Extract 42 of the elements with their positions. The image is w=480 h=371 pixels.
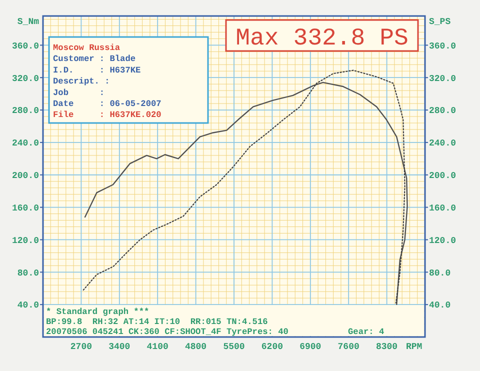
y-tick-label: 120.0 — [12, 236, 39, 246]
y2-tick-label: 120.0 — [429, 236, 456, 246]
y-tick-label: 40.0 — [17, 300, 39, 311]
x-tick-label: 4100 — [146, 342, 168, 352]
y-tick-label: 160.0 — [12, 203, 39, 214]
annotation: Gear: 4 — [348, 327, 384, 338]
x-tick-label: 7600 — [338, 342, 360, 352]
annotation: Date : 06-05-2007 — [53, 99, 162, 110]
x-tick-label: 8300 — [376, 342, 398, 352]
annotation: Customer : Blade — [53, 54, 136, 64]
x-tick-label: 3400 — [108, 342, 130, 352]
y-tick-label: 240.0 — [12, 138, 39, 149]
y2-axis-title: S_PS — [429, 17, 452, 27]
y2-tick-label: 40.0 — [429, 300, 451, 311]
x-axis-title: RPM — [406, 342, 422, 352]
x-tick-label: 5500 — [223, 342, 245, 352]
annotation: Max 332.8 PS — [236, 25, 408, 52]
x-tick-label: 6900 — [300, 342, 322, 352]
y2-tick-label: 200.0 — [429, 171, 456, 182]
x-tick-label: 4800 — [184, 342, 207, 352]
annotation: 20070506 045241 CK:360 CF:SHOOT_4F TyrePres: 40 — [46, 327, 288, 338]
y2-tick-label: 280.0 — [429, 106, 456, 116]
y2-tick-label: 360.0 — [429, 41, 456, 52]
y2-tick-label: 320.0 — [429, 74, 456, 84]
x-tick-label: 6200 — [261, 342, 284, 352]
annotation: BP:99.8 RH:32 AT:14 IT:10 RR:015 TN:4.516 — [46, 317, 268, 328]
annotation: File : H637KE.020 — [53, 110, 162, 120]
y-axis-title: S_Nm — [17, 17, 40, 27]
y2-tick-label: 240.0 — [429, 138, 456, 149]
annotation: Job : — [53, 88, 105, 98]
y-tick-label: 280.0 — [12, 106, 39, 116]
annotation: Moscow Russia — [53, 43, 120, 54]
y-tick-label: 320.0 — [12, 74, 39, 84]
y2-tick-label: 160.0 — [429, 203, 456, 214]
y-tick-label: 360.0 — [12, 41, 39, 52]
annotation: I.D. : H637KE — [53, 65, 141, 76]
annotation: * Standard graph *** — [46, 307, 150, 318]
y-tick-label: 80.0 — [17, 268, 39, 278]
y-tick-label: 200.0 — [12, 171, 39, 182]
annotation: Descript. : — [53, 76, 110, 87]
y2-tick-label: 80.0 — [429, 268, 451, 278]
x-tick-label: 2700 — [70, 342, 92, 352]
